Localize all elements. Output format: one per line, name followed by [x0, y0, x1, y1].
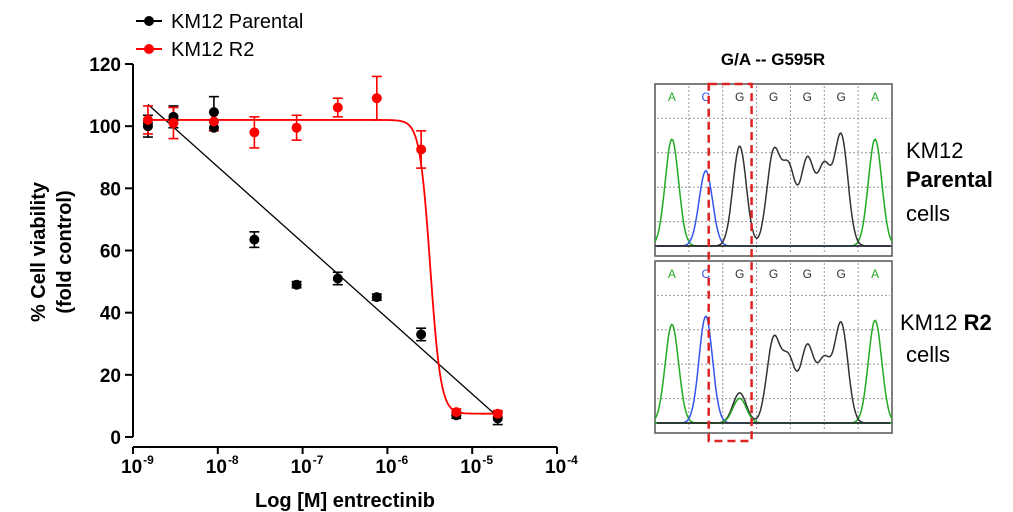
data-point-r2 [492, 408, 503, 419]
r2-label-line1: KM12 R2 [900, 310, 992, 335]
x-tick-label: 10-6 [375, 453, 408, 478]
base-call-label: G [837, 267, 846, 281]
y-axis-title-line2: (fold control) [54, 190, 76, 313]
data-point-r2 [371, 93, 382, 104]
data-point-r2 [208, 116, 219, 127]
base-call-label: G [803, 267, 812, 281]
data-point-r2 [142, 114, 153, 125]
r2-label-line2: cells [906, 342, 950, 367]
data-point-parental [416, 329, 427, 340]
y-axis-title-line1: % Cell viability [28, 181, 50, 322]
data-points [142, 93, 503, 424]
fit-line-parental [147, 103, 499, 418]
data-point-r2 [249, 127, 260, 138]
base-call-label: C [701, 90, 710, 104]
x-tick-label: 10-4 [545, 453, 578, 478]
legend-label-r2: KM12 R2 [171, 39, 254, 61]
data-point-r2 [332, 102, 343, 113]
data-point-parental [371, 292, 382, 303]
data-point-r2 [451, 407, 462, 418]
base-call-label: C [701, 267, 710, 281]
chromatogram-frame [654, 83, 893, 257]
x-tick-label: 10-9 [121, 453, 154, 478]
data-point-parental [332, 273, 343, 284]
x-tick-label: 10-7 [291, 453, 324, 478]
y-ticks: 0 20 40 60 80 100 120 [89, 55, 133, 449]
parental-label-line3: cells [906, 201, 950, 226]
base-call-label: G [735, 267, 744, 281]
r2-label-bold: R2 [964, 310, 992, 335]
sequencing-title: G/A -- G595R [721, 50, 825, 69]
legend: KM12 Parental KM12 R2 [136, 11, 303, 61]
x-tick-label: 10-8 [206, 453, 239, 478]
base-call-label: G [837, 90, 846, 104]
chromatogram-frame [654, 260, 893, 434]
base-call-label: A [668, 90, 676, 104]
x-ticks: 10-9 10-8 10-7 10-6 10-5 10-4 [121, 447, 578, 478]
legend-marker-parental [144, 16, 154, 26]
legend-marker-r2 [144, 44, 154, 54]
fit-curves [147, 103, 499, 418]
data-point-parental [249, 234, 260, 245]
base-call-label: G [769, 90, 778, 104]
base-call-label: A [668, 267, 676, 281]
parental-label-line1: KM12 [906, 138, 963, 163]
y-tick-label: 100 [89, 117, 121, 138]
legend-label-parental: KM12 Parental [171, 11, 303, 33]
base-call-label: A [871, 90, 879, 104]
y-tick-label: 20 [100, 366, 121, 387]
parental-label-line2: Parental [906, 167, 993, 192]
base-call-label: G [769, 267, 778, 281]
data-point-parental [291, 279, 302, 290]
y-tick-label: 80 [100, 179, 121, 200]
panel-label-parental: KM12 Parental cells [906, 138, 993, 226]
data-point-r2 [168, 118, 179, 129]
mutation-highlight-box [707, 82, 753, 443]
base-call-label: A [871, 267, 879, 281]
fit-curve-r2 [147, 119, 498, 415]
data-point-r2 [416, 144, 427, 155]
data-point-parental [208, 107, 219, 118]
base-call-label: G [735, 90, 744, 104]
y-tick-label: 40 [100, 304, 121, 325]
panel-label-r2: KM12 R2 cells [900, 310, 992, 367]
y-tick-label: 0 [110, 428, 121, 449]
data-point-r2 [291, 122, 302, 133]
y-tick-label: 120 [89, 55, 121, 76]
y-tick-label: 60 [100, 242, 121, 263]
x-tick-label: 10-5 [460, 453, 493, 478]
base-call-label: G [803, 90, 812, 104]
x-axis-title: Log [M] entrectinib [255, 490, 435, 512]
chromatograms: A C G G G G A A C G G G G A [654, 82, 893, 443]
r2-label-pre: KM12 [900, 310, 957, 335]
plot-axes [132, 64, 557, 448]
